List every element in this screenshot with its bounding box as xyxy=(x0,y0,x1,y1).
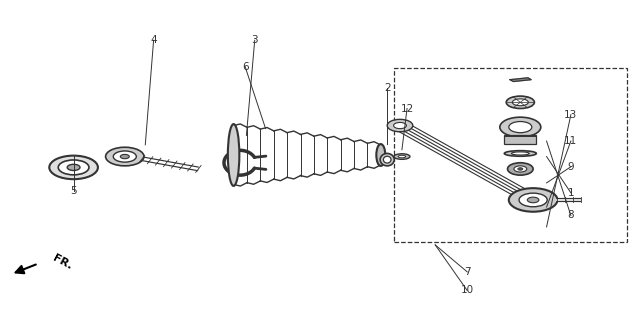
Circle shape xyxy=(500,117,541,137)
Circle shape xyxy=(508,163,533,175)
Ellipse shape xyxy=(380,153,394,166)
Text: 3: 3 xyxy=(252,35,258,45)
Text: 4: 4 xyxy=(150,35,157,45)
Text: 5: 5 xyxy=(70,186,77,196)
Text: 12: 12 xyxy=(401,104,413,113)
Ellipse shape xyxy=(506,96,534,108)
Circle shape xyxy=(394,122,406,129)
Ellipse shape xyxy=(394,154,410,159)
Circle shape xyxy=(509,188,557,212)
Text: 9: 9 xyxy=(568,162,574,172)
Ellipse shape xyxy=(383,156,391,163)
Circle shape xyxy=(527,197,539,203)
Bar xyxy=(504,135,536,144)
Circle shape xyxy=(509,122,532,133)
Ellipse shape xyxy=(376,144,385,166)
Text: 13: 13 xyxy=(564,110,577,120)
Text: FR.: FR. xyxy=(51,253,74,271)
Circle shape xyxy=(514,166,527,172)
Circle shape xyxy=(113,151,136,162)
Circle shape xyxy=(387,119,413,132)
Text: 1: 1 xyxy=(568,188,574,198)
Text: 7: 7 xyxy=(464,267,470,277)
Ellipse shape xyxy=(504,151,536,156)
Text: 11: 11 xyxy=(564,136,577,146)
Polygon shape xyxy=(510,78,531,82)
Circle shape xyxy=(120,154,129,159)
Text: 8: 8 xyxy=(568,210,574,220)
Text: 10: 10 xyxy=(461,286,474,295)
Circle shape xyxy=(67,164,80,171)
Bar xyxy=(394,68,627,242)
Circle shape xyxy=(518,168,523,170)
Ellipse shape xyxy=(228,124,239,186)
Circle shape xyxy=(519,193,547,207)
Ellipse shape xyxy=(511,152,529,155)
Circle shape xyxy=(106,147,144,166)
Ellipse shape xyxy=(512,99,528,106)
Text: 6: 6 xyxy=(242,62,248,72)
Circle shape xyxy=(58,160,89,175)
Circle shape xyxy=(49,156,98,179)
Ellipse shape xyxy=(398,155,406,158)
Text: 2: 2 xyxy=(384,83,390,93)
